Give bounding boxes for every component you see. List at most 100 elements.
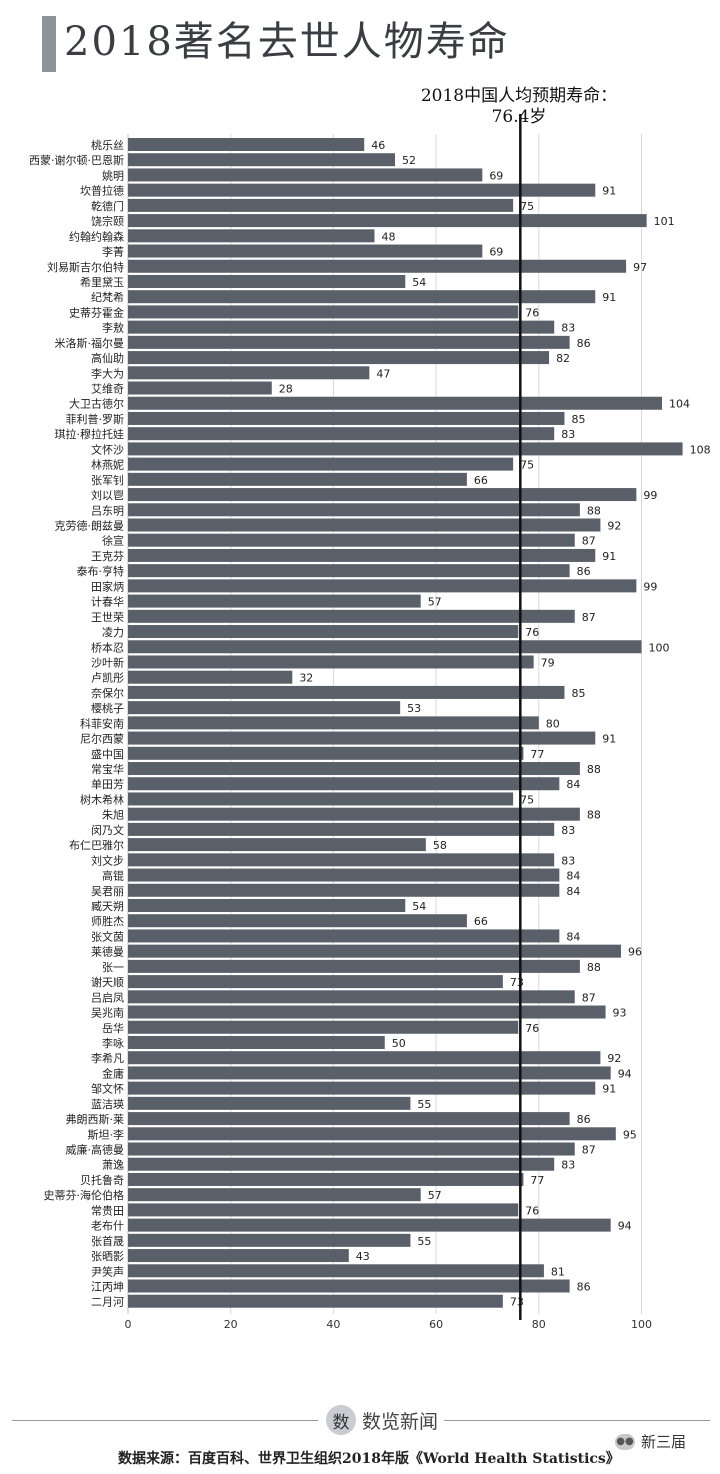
category-label-35: 沙叶新: [91, 655, 124, 669]
bar-4: [128, 183, 596, 197]
category-label-58: 吴兆南: [91, 1007, 124, 1020]
category-label-43: 单田芳: [91, 777, 124, 791]
bar-49: [128, 868, 560, 882]
category-label-21: 文怀沙: [91, 442, 124, 456]
category-label-36: 卢凯彤: [91, 672, 124, 685]
category-label-40: 尼尔西蒙: [80, 733, 124, 746]
category-label-11: 纪梵希: [91, 290, 124, 304]
bar-8: [128, 244, 483, 258]
category-label-69: 贝托鲁奇: [80, 1173, 124, 1187]
bar-9: [128, 259, 627, 273]
bar-60: [128, 1035, 385, 1049]
value-label-36: 32: [299, 672, 313, 685]
category-label-3: 姚明: [102, 168, 124, 182]
bar-22: [128, 457, 514, 471]
value-label-30: 99: [643, 580, 657, 593]
category-label-70: 史蒂芬·海伦伯格: [44, 1188, 125, 1202]
category-label-60: 李咏: [102, 1036, 124, 1050]
value-label-17: 28: [279, 383, 293, 396]
category-label-10: 希里黛玉: [80, 275, 124, 289]
category-label-16: 李大为: [91, 366, 124, 380]
value-label-18: 104: [669, 398, 690, 411]
wechat-bubble-icon: ●●: [615, 1433, 635, 1450]
footer-divider-left: [12, 1420, 318, 1421]
bar-52: [128, 914, 467, 928]
bar-42: [128, 762, 580, 776]
value-label-32: 87: [582, 611, 596, 624]
bar-16: [128, 366, 370, 380]
bar-75: [128, 1264, 544, 1278]
bar-7: [128, 229, 375, 243]
value-label-12: 76: [525, 306, 539, 319]
category-label-75: 尹笑声: [91, 1264, 124, 1278]
category-label-73: 张首晟: [91, 1234, 124, 1248]
category-label-25: 吕东明: [91, 504, 124, 517]
bar-68: [128, 1157, 555, 1171]
category-label-46: 闵乃文: [91, 823, 124, 837]
bar-18: [128, 396, 663, 410]
x-tick-label-80: 80: [532, 1318, 546, 1331]
bar-28: [128, 548, 596, 562]
bar-17: [128, 381, 272, 395]
brand-name: 数览新闻: [362, 1410, 439, 1433]
x-tick-label-40: 40: [326, 1318, 340, 1331]
bar-72: [128, 1218, 611, 1232]
category-label-39: 科菲安南: [80, 716, 124, 730]
category-label-8: 李菁: [102, 245, 124, 259]
bar-59: [128, 1020, 519, 1034]
bar-63: [128, 1081, 596, 1095]
value-label-26: 92: [607, 520, 621, 533]
value-label-57: 87: [582, 991, 596, 1004]
bar-73: [128, 1233, 411, 1247]
x-tick-label-60: 60: [429, 1318, 443, 1331]
category-label-56: 谢天顺: [91, 975, 124, 989]
category-label-29: 泰布·亨特: [77, 564, 125, 578]
category-label-54: 莱德曼: [91, 945, 124, 959]
bar-67: [128, 1142, 575, 1156]
bar-61: [128, 1051, 601, 1065]
value-label-37: 85: [571, 687, 585, 700]
category-label-17: 艾维奇: [91, 383, 124, 396]
value-label-35: 79: [541, 656, 555, 669]
bar-11: [128, 290, 596, 304]
value-label-10: 54: [412, 276, 426, 289]
value-label-27: 87: [582, 535, 596, 548]
category-label-64: 蓝洁瑛: [91, 1098, 124, 1111]
bar-77: [128, 1294, 503, 1308]
value-label-73: 55: [417, 1235, 431, 1248]
bar-23: [128, 472, 467, 486]
category-label-7: 约翰约翰森: [69, 229, 124, 243]
value-label-46: 83: [561, 824, 575, 837]
reference-label-line2: 76.4岁: [491, 107, 547, 127]
value-label-52: 66: [474, 915, 488, 928]
category-label-52: 师胜杰: [91, 914, 124, 928]
bar-43: [128, 777, 560, 791]
value-label-72: 94: [618, 1220, 632, 1233]
category-label-65: 弗朗西斯·莱: [66, 1112, 125, 1126]
category-label-23: 张军钊: [91, 473, 124, 487]
value-label-13: 83: [561, 322, 575, 335]
value-label-42: 88: [587, 763, 601, 776]
value-label-58: 93: [613, 1007, 627, 1020]
category-label-33: 凌力: [102, 625, 124, 639]
value-label-29: 86: [577, 565, 591, 578]
value-label-59: 76: [525, 1022, 539, 1035]
category-label-5: 乾德门: [91, 199, 124, 213]
category-label-13: 李敖: [102, 321, 124, 335]
bar-12: [128, 305, 519, 319]
value-label-64: 55: [417, 1098, 431, 1111]
value-label-56: 73: [510, 976, 524, 989]
value-label-1: 46: [371, 139, 385, 152]
category-label-37: 奈保尔: [91, 686, 124, 700]
category-label-26: 克劳德·朗兹曼: [55, 519, 125, 533]
value-label-71: 76: [525, 1204, 539, 1217]
category-label-62: 金庸: [102, 1066, 124, 1080]
category-label-30: 田家炳: [91, 579, 124, 593]
wechat-account: ●● 新三届: [615, 1431, 686, 1452]
category-label-48: 刘文步: [91, 853, 124, 867]
bar-47: [128, 838, 426, 852]
bar-39: [128, 716, 539, 730]
bar-71: [128, 1203, 519, 1217]
value-label-48: 83: [561, 854, 575, 867]
bar-27: [128, 533, 575, 547]
